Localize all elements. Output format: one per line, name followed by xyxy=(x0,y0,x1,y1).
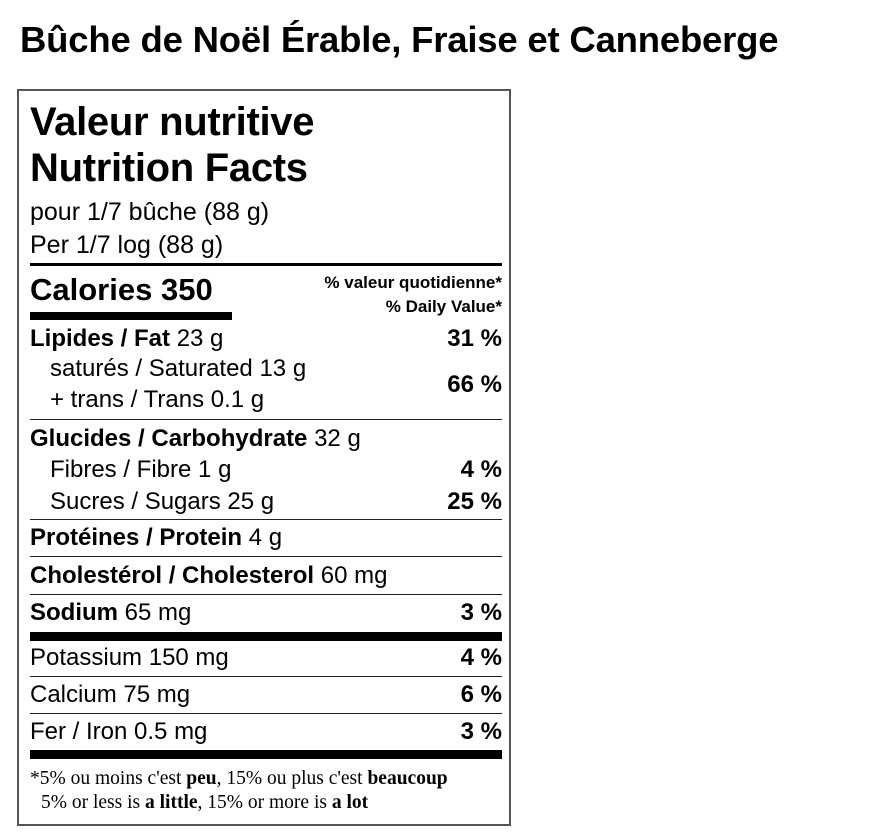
footnote-fr-text: *5% ou moins c'est xyxy=(30,768,187,789)
divider-fat xyxy=(30,419,502,420)
saturated-trans-daily-value: 66 % xyxy=(447,371,502,398)
sodium-label: Sodium xyxy=(30,599,118,626)
potassium-amount: 150 mg xyxy=(148,644,229,671)
cholesterol-amount: 60 mg xyxy=(320,562,388,589)
divider-calcium xyxy=(30,713,502,714)
fat-amount: 23 g xyxy=(176,325,224,352)
sugars-amount: 25 g xyxy=(227,488,275,515)
serving-size-french: pour 1/7 bûche (88 g) xyxy=(30,198,270,226)
protein-label: Protéines / Protein xyxy=(30,524,243,551)
heading-english: Nutrition Facts xyxy=(30,146,308,190)
trans-amount: 0.1 g xyxy=(210,386,265,413)
footnote-french: *5% ou moins c'est peu, 15% ou plus c'es… xyxy=(30,767,448,791)
nutrient-row-calcium: Calcium 75 mg 6 % xyxy=(30,680,502,710)
sugars-daily-value: 25 % xyxy=(447,488,502,515)
calories-underline xyxy=(30,312,232,320)
fat-label: Lipides / Fat xyxy=(30,325,171,352)
fibre-label: Fibres / Fibre xyxy=(50,456,192,483)
divider-sodium-thick xyxy=(30,632,502,641)
nutrient-row-trans: + trans / Trans 0.1 g xyxy=(30,385,502,415)
page-title: Bûche de Noël Érable, Fraise et Canneber… xyxy=(20,19,779,60)
potassium-daily-value: 4 % xyxy=(460,644,502,671)
protein-amount: 4 g xyxy=(248,524,283,551)
nutrient-row-sodium: Sodium 65 mg 3 % xyxy=(30,598,502,628)
iron-daily-value: 3 % xyxy=(460,718,502,745)
footnote-en-a-lot: a lot xyxy=(331,792,369,813)
nutrient-row-saturated: saturés / Saturated 13 g xyxy=(30,354,502,384)
iron-label: Fer / Iron xyxy=(30,718,128,745)
calcium-amount: 75 mg xyxy=(123,681,191,708)
cholesterol-label: Cholestérol / Cholesterol xyxy=(30,562,315,589)
nutrient-row-sugars: Sucres / Sugars 25 g 25 % xyxy=(30,487,502,517)
saturated-label: saturés / Saturated xyxy=(50,355,253,382)
serving-size-english: Per 1/7 log (88 g) xyxy=(30,231,224,259)
nutrition-facts-panel: Valeur nutritive Nutrition Facts pour 1/… xyxy=(17,89,511,826)
footnote-en-text-2: , 15% or more is xyxy=(197,792,332,813)
sodium-daily-value: 3 % xyxy=(460,599,502,626)
carbohydrate-label: Glucides / Carbohydrate xyxy=(30,425,308,452)
divider-serving xyxy=(30,263,502,266)
calcium-label: Calcium xyxy=(30,681,117,708)
sodium-amount: 65 mg xyxy=(124,599,192,626)
fat-daily-value: 31 % xyxy=(447,325,502,352)
fibre-daily-value: 4 % xyxy=(460,456,502,483)
daily-value-header-french: % valeur quotidienne* xyxy=(324,273,502,292)
footnote-english: 5% or less is a little, 15% or more is a… xyxy=(41,791,368,815)
divider-cholesterol xyxy=(30,594,502,595)
potassium-label: Potassium xyxy=(30,644,143,671)
fibre-amount: 1 g xyxy=(198,456,232,483)
footnote-en-a-little: a little xyxy=(145,792,198,813)
nutrient-row-iron: Fer / Iron 0.5 mg 3 % xyxy=(30,717,502,747)
nutrient-row-fibre: Fibres / Fibre 1 g 4 % xyxy=(30,455,502,485)
footnote-fr-text-2: , 15% ou plus c'est xyxy=(216,768,368,789)
calories-value: 350 xyxy=(160,272,213,307)
heading-french: Valeur nutritive xyxy=(30,100,315,144)
divider-potassium xyxy=(30,676,502,677)
carbohydrate-amount: 32 g xyxy=(314,425,361,452)
nutrient-row-cholesterol: Cholestérol / Cholesterol 60 mg xyxy=(30,561,502,591)
divider-iron-thick xyxy=(30,750,502,759)
calories-label: Calories xyxy=(30,272,153,307)
daily-value-header-english: % Daily Value* xyxy=(385,297,502,316)
calories-line: Calories 350 xyxy=(30,272,213,308)
nutrient-row-protein: Protéines / Protein 4 g xyxy=(30,523,502,553)
iron-amount: 0.5 mg xyxy=(134,718,208,745)
footnote-en-text: 5% or less is xyxy=(41,792,145,813)
saturated-amount: 13 g xyxy=(259,355,307,382)
nutrient-row-fat: Lipides / Fat 23 g 31 % xyxy=(30,324,502,354)
divider-carbohydrate xyxy=(30,519,502,520)
sugars-label: Sucres / Sugars xyxy=(50,488,221,515)
calcium-daily-value: 6 % xyxy=(460,681,502,708)
footnote-fr-beaucoup: beaucoup xyxy=(367,768,448,789)
nutrient-row-carbohydrate: Glucides / Carbohydrate 32 g xyxy=(30,424,502,454)
divider-protein xyxy=(30,556,502,557)
trans-label: + trans / Trans xyxy=(50,386,205,413)
nutrient-row-potassium: Potassium 150 mg 4 % xyxy=(30,643,502,673)
footnote-fr-peu: peu xyxy=(186,768,217,789)
